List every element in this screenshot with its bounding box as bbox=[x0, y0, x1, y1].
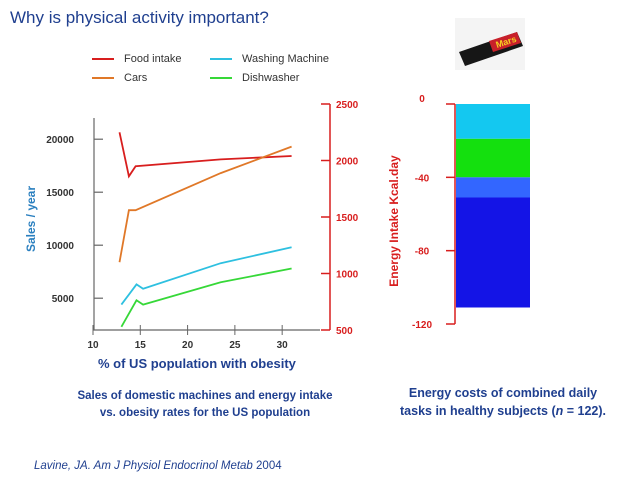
bar-segment-3 bbox=[456, 177, 530, 198]
citation-journal: Am J Physiol Endocrinol Metab bbox=[93, 460, 253, 472]
left-caption-line2: vs. obesity rates for the US population bbox=[99, 407, 311, 419]
legend-label: Food intake bbox=[124, 53, 182, 65]
left-axis-tick-label: 10000 bbox=[46, 241, 74, 252]
x-axis: 10 15 20 25 30 bbox=[87, 325, 320, 351]
legend-label: Washing Machine bbox=[242, 53, 330, 65]
x-axis-tick-label: 10 bbox=[87, 340, 99, 351]
right-axis-tick-label: 1500 bbox=[336, 213, 359, 224]
series-group bbox=[118, 132, 292, 328]
legend-item-food-intake: Food intake bbox=[92, 53, 181, 65]
right-axis: 500 1000 1500 2000 2500 bbox=[321, 100, 359, 337]
legend-item-cars: Cars bbox=[92, 72, 147, 84]
x-axis-tick-label: 30 bbox=[277, 340, 289, 351]
chocolate-bar-image: Mars bbox=[455, 18, 525, 70]
right-axis-tick-label: 2500 bbox=[336, 100, 359, 111]
bar-segment-4 bbox=[456, 197, 530, 308]
left-caption: Sales of domestic machines and energy in… bbox=[40, 388, 370, 422]
bar-axis-tick-label: -80 bbox=[415, 247, 430, 258]
left-axis-tick-label: 20000 bbox=[46, 135, 74, 146]
legend-swatch bbox=[210, 77, 232, 79]
x-axis-tick-label: 20 bbox=[182, 340, 194, 351]
bar-axis-tick-label: 0 bbox=[419, 94, 425, 105]
right-caption-line2: tasks in healthy subjects (n = 122). bbox=[400, 404, 606, 418]
series-line-food-intake bbox=[118, 132, 292, 179]
legend-item-dishwasher: Dishwasher bbox=[210, 72, 299, 84]
y-axis-right-label: Energy Intake Kcal.day bbox=[387, 155, 401, 287]
bar-axis-tick-label: -120 bbox=[412, 320, 432, 331]
bar-segments bbox=[456, 104, 530, 308]
series-line-cars bbox=[118, 145, 292, 263]
legend-swatch bbox=[210, 58, 232, 60]
chocolate-bar-wrapper-icon: Mars bbox=[459, 32, 523, 66]
left-axis-tick-label: 5000 bbox=[52, 294, 75, 305]
citation: Lavine, JA. Am J Physiol Endocrinol Meta… bbox=[34, 460, 282, 472]
legend-label: Cars bbox=[124, 72, 148, 84]
left-axis-tick-label: 15000 bbox=[46, 188, 74, 199]
series-line-washing-machine bbox=[120, 246, 292, 306]
left-axis: 5000 10000 15000 20000 bbox=[46, 118, 103, 330]
bar-axis: 0 -40 -80 -120 bbox=[412, 94, 456, 331]
x-axis-label: % of US population with obesity bbox=[98, 356, 296, 371]
legend-label: Dishwasher bbox=[242, 72, 300, 84]
bar-axis-tick-label: -40 bbox=[415, 173, 430, 184]
x-axis-tick-label: 25 bbox=[229, 340, 241, 351]
citation-author: Lavine, JA. bbox=[34, 460, 94, 472]
slide-title: Why is physical activity important? bbox=[10, 8, 269, 27]
bar-segment-2 bbox=[456, 138, 530, 178]
bar-segment-1 bbox=[456, 104, 530, 139]
right-caption: Energy costs of combined daily tasks in … bbox=[378, 384, 628, 420]
citation-year: 2004 bbox=[252, 460, 282, 472]
right-axis-tick-label: 1000 bbox=[336, 270, 359, 281]
right-caption-line1: Energy costs of combined daily bbox=[408, 386, 598, 400]
y-axis-left-label: Sales / year bbox=[24, 185, 38, 253]
x-axis-tick-label: 15 bbox=[135, 340, 147, 351]
left-caption-line1: Sales of domestic machines and energy in… bbox=[77, 390, 333, 402]
legend-swatch bbox=[92, 58, 114, 60]
right-axis-tick-label: 2000 bbox=[336, 157, 359, 168]
legend-swatch bbox=[92, 77, 114, 79]
series-line-dishwasher bbox=[120, 267, 292, 328]
right-axis-tick-label: 500 bbox=[336, 326, 353, 337]
legend-item-washing-machine: Washing Machine bbox=[210, 53, 329, 65]
